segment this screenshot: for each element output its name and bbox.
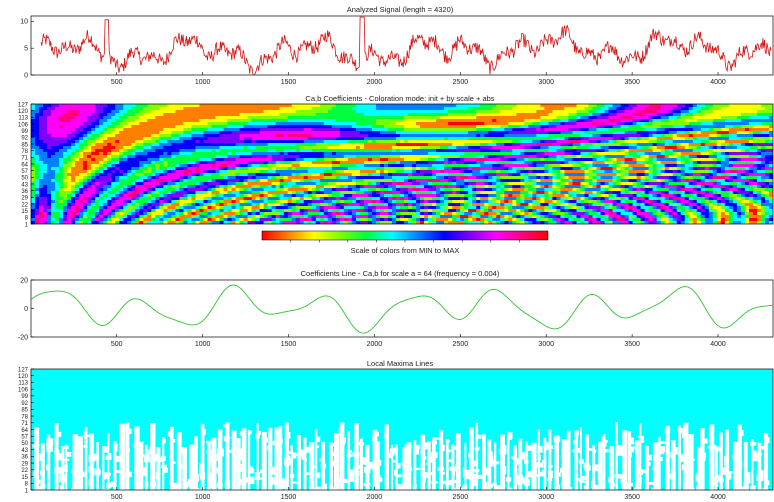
coefficient-line-x-tick-label: 500 bbox=[111, 341, 123, 348]
coefficient-line-x-tick-label: 1500 bbox=[281, 341, 297, 348]
coefficient-line-x-tick-label: 1000 bbox=[195, 341, 211, 348]
maxima-x-tick-label: 4000 bbox=[710, 494, 726, 501]
coefficient-line-title: Coefficients Line - Ca,b for scale a = 6… bbox=[301, 269, 500, 278]
maxima-y-tick-label: 120 bbox=[18, 374, 29, 380]
maxima-y-tick-label: 85 bbox=[21, 408, 28, 414]
coefficient-line-y-tick-label: -20 bbox=[18, 334, 28, 341]
maxima-title: Local Maxima Lines bbox=[367, 359, 434, 368]
maxima-x-tick-label: 500 bbox=[111, 494, 123, 501]
coefficients-y-tick-label: 1 bbox=[25, 222, 29, 228]
coefficients-y-tick-label: 106 bbox=[18, 122, 29, 128]
coefficients-y-tick-label: 64 bbox=[21, 162, 28, 168]
maxima-y-tick-label: 15 bbox=[21, 475, 28, 481]
maxima-y-tick-label: 127 bbox=[18, 367, 29, 373]
maxima-y-tick-label: 1 bbox=[25, 488, 29, 494]
maxima-x-tick-label: 1500 bbox=[281, 494, 297, 501]
signal-x-ticks: 500 1000 1500 2000 2500 3000 3500 4000 bbox=[111, 72, 726, 86]
signal-x-tick-label: 3500 bbox=[624, 79, 640, 86]
maxima-y-tick-label: 57 bbox=[21, 435, 28, 441]
colorbar-label: Scale of colors from MIN to MAX bbox=[351, 246, 460, 255]
maxima-y-tick-label: 64 bbox=[21, 428, 28, 434]
signal-y-tick-label: 5 bbox=[24, 45, 28, 52]
maxima-y-tick-label: 92 bbox=[21, 401, 28, 407]
colorbar-strip bbox=[261, 230, 549, 241]
coefficients-y-tick-label: 113 bbox=[18, 116, 28, 122]
maxima-y-tick-label: 71 bbox=[21, 421, 28, 427]
signal-x-tick-label: 2000 bbox=[367, 79, 383, 86]
coefficient-line-y-tick-label: 0 bbox=[24, 306, 28, 313]
coefficient-line-panel: Coefficients Line - Ca,b for scale a = 6… bbox=[18, 269, 774, 348]
colorbar: Scale of colors from MIN to MAX bbox=[261, 230, 549, 255]
coefficients-y-tick-label: 85 bbox=[21, 142, 28, 148]
coefficients-title: Ca,b Coefficients - Coloration mode: ini… bbox=[305, 94, 494, 103]
coefficients-y-tick-label: 92 bbox=[21, 136, 28, 142]
coefficients-y-tick-label: 71 bbox=[21, 156, 28, 162]
coefficients-y-tick-label: 99 bbox=[21, 129, 28, 135]
maxima-x-tick-label: 3000 bbox=[538, 494, 554, 501]
signal-y-tick-label: 0 bbox=[24, 72, 28, 79]
signal-y-tick-label: 10 bbox=[20, 19, 28, 26]
coefficient-line-x-tick-label: 4000 bbox=[710, 341, 726, 348]
coefficients-y-tick-label: 22 bbox=[21, 202, 28, 208]
signal-x-tick-label: 3000 bbox=[538, 79, 554, 86]
maxima-y-tick-label: 99 bbox=[21, 394, 28, 400]
maxima-x-tick-label: 3500 bbox=[624, 494, 640, 501]
signal-line bbox=[40, 16, 772, 75]
coefficients-y-tick-label: 36 bbox=[21, 189, 28, 195]
maxima-y-tick-label: 106 bbox=[18, 387, 29, 393]
coefficient-line-x-tick-label: 2000 bbox=[367, 341, 383, 348]
coefficient-line-x-ticks: 500 1000 1500 2000 2500 3000 3500 4000 bbox=[111, 334, 726, 348]
maxima-x-tick-label: 2500 bbox=[453, 494, 469, 501]
coefficients-y-tick-label: 43 bbox=[21, 182, 28, 188]
signal-title: Analyzed Signal (length = 4320) bbox=[347, 5, 454, 14]
coefficient-line-y-ticks: -20 0 20 bbox=[18, 277, 34, 341]
coefficient-line bbox=[30, 284, 774, 334]
maxima-y-tick-label: 113 bbox=[18, 381, 28, 387]
coefficient-line-axes-box bbox=[30, 279, 774, 338]
coefficients-panel: Ca,b Coefficients - Coloration mode: ini… bbox=[18, 94, 774, 228]
coefficient-line-x-tick-label: 3500 bbox=[624, 341, 640, 348]
signal-x-tick-label: 2500 bbox=[453, 79, 469, 86]
coefficients-y-tick-label: 120 bbox=[18, 109, 29, 115]
maxima-y-tick-label: 43 bbox=[21, 448, 28, 454]
signal-x-tick-label: 1000 bbox=[195, 79, 211, 86]
maxima-y-tick-label: 22 bbox=[21, 468, 28, 474]
coefficient-line-x-tick-label: 2500 bbox=[453, 341, 469, 348]
coefficients-y-tick-label: 15 bbox=[21, 209, 28, 215]
coefficient-line-y-tick-label: 20 bbox=[20, 277, 28, 284]
maxima-x-tick-label: 2000 bbox=[367, 494, 383, 501]
signal-y-ticks: 0 5 10 bbox=[20, 19, 34, 79]
coefficient-line-x-tick-label: 3000 bbox=[538, 341, 554, 348]
coefficients-y-tick-label: 29 bbox=[21, 196, 28, 202]
signal-x-tick-label: 500 bbox=[111, 79, 123, 86]
signal-x-tick-label: 1500 bbox=[281, 79, 297, 86]
maxima-x-ticks: 500 1000 1500 2000 2500 3000 3500 4000 bbox=[111, 487, 726, 501]
coefficients-y-tick-label: 8 bbox=[25, 216, 29, 222]
coefficients-y-tick-label: 50 bbox=[21, 176, 28, 182]
maxima-y-tick-label: 36 bbox=[21, 455, 28, 461]
coefficients-y-tick-label: 57 bbox=[21, 169, 28, 175]
maxima-y-tick-label: 50 bbox=[21, 441, 28, 447]
coefficients-y-tick-label: 78 bbox=[21, 149, 28, 155]
maxima-panel: Local Maxima Lines 500 1000 1500 2000 2500 30… bbox=[18, 359, 774, 501]
maxima-y-tick-label: 78 bbox=[21, 414, 28, 420]
coefficients-heatmap bbox=[31, 104, 773, 224]
maxima-y-tick-label: 8 bbox=[25, 482, 29, 488]
maxima-lines bbox=[32, 422, 770, 498]
maxima-x-tick-label: 1000 bbox=[195, 494, 211, 501]
signal-x-tick-label: 4000 bbox=[710, 79, 726, 86]
coefficients-y-tick-label: 127 bbox=[18, 102, 29, 108]
maxima-y-tick-label: 29 bbox=[21, 461, 28, 467]
colorbar-ticks bbox=[290, 240, 520, 243]
signal-panel: Analyzed Signal (length = 4320) 500 1000 1… bbox=[20, 5, 774, 86]
